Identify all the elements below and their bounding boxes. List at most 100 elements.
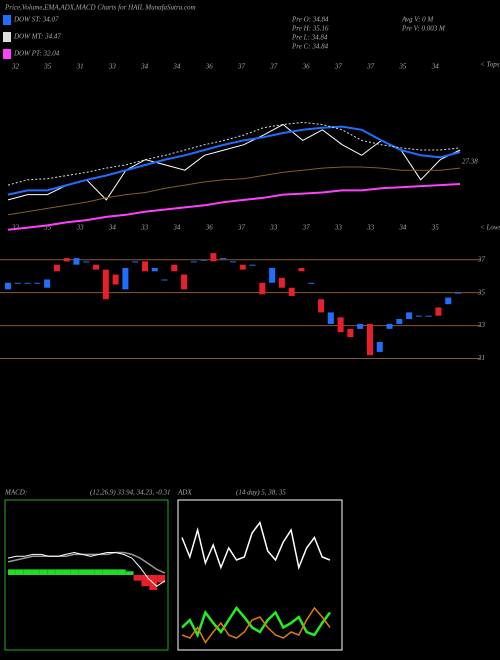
candle [347, 328, 354, 338]
candle [455, 292, 461, 294]
histogram-bar [141, 575, 150, 587]
histogram-bar [117, 569, 126, 575]
low-label: 35 [431, 224, 440, 232]
candle [5, 282, 11, 290]
top-label: 37 [237, 63, 246, 71]
macd-line [7, 551, 166, 587]
candle [445, 297, 452, 305]
info-text: Avg V: 0 M [401, 16, 434, 24]
candle [318, 299, 325, 313]
candle [63, 258, 70, 262]
candle [181, 274, 188, 290]
y-tick-label: 37 [477, 255, 486, 263]
histogram-bar [133, 575, 142, 581]
low-label: 34 [172, 224, 181, 232]
histogram-bar [78, 569, 87, 575]
histogram-bar [62, 569, 71, 575]
info-text: Pre C: 34.84 [291, 43, 329, 51]
line-series [7, 183, 461, 231]
top-label: 34 [140, 63, 149, 71]
candle [327, 312, 334, 324]
candle [288, 287, 295, 296]
top-label: 35 [43, 63, 52, 71]
histogram-bar [110, 569, 118, 575]
histogram-bar [86, 569, 95, 575]
low-label: 33 [269, 224, 278, 232]
tops-label: < Tops [480, 61, 500, 69]
macd-params: (12,26,9) 33.94, 34.23, -0.31 [90, 489, 171, 497]
macd-title: MACD: [4, 489, 27, 497]
annotation: 27.38 [462, 158, 478, 166]
top-label: 32 [11, 63, 20, 71]
macd-frame [4, 499, 169, 651]
candle [93, 264, 100, 270]
candle [73, 258, 80, 265]
adx-params: (14 day) 5, 38, 35 [236, 489, 286, 497]
histogram-bar [15, 569, 24, 575]
legend-swatch [3, 15, 11, 25]
line-series [7, 125, 461, 196]
candle [396, 318, 403, 324]
histogram-bar [102, 569, 111, 575]
line-series [7, 121, 461, 186]
low-label: 33 [366, 224, 375, 232]
histogram-bar [23, 569, 32, 575]
candle [415, 315, 422, 317]
line-series [7, 166, 461, 216]
adx-line [181, 605, 332, 639]
low-label: 34 [398, 224, 407, 232]
candle [132, 261, 139, 263]
candle [425, 315, 432, 317]
histogram-bar [31, 569, 40, 575]
y-tick-label: 31 [477, 354, 485, 362]
candle [190, 261, 197, 263]
candle [230, 261, 236, 263]
adx-line [181, 606, 331, 644]
candle [161, 279, 168, 281]
candle [239, 264, 246, 270]
candle [278, 277, 285, 288]
candle [376, 342, 383, 352]
info-text: Pre L: 34.84 [291, 34, 328, 42]
candle [141, 261, 148, 272]
candle [102, 269, 109, 300]
candle [200, 259, 207, 261]
adx-line [181, 520, 331, 571]
y-tick-label: 33 [477, 321, 486, 329]
histogram-bar [70, 569, 79, 575]
candle [435, 307, 442, 316]
low-label: 37 [302, 224, 311, 232]
candle [366, 323, 373, 356]
candle [357, 323, 364, 329]
candle [386, 323, 393, 329]
candle [249, 264, 256, 266]
top-label: 35 [398, 63, 407, 71]
top-label: 34 [431, 63, 440, 71]
low-label: 32 [11, 224, 20, 232]
candle [269, 267, 276, 283]
info-text: Pre H: 35.16 [291, 25, 329, 33]
candle [259, 282, 266, 295]
low-label: 35 [43, 224, 52, 232]
top-label: 33 [108, 63, 117, 71]
candle [34, 282, 41, 284]
candle [44, 279, 51, 288]
candle [298, 267, 305, 272]
top-label: 31 [76, 63, 84, 71]
top-label: 37 [334, 63, 343, 71]
histogram-bar [157, 575, 165, 583]
info-text: Pre O: 34.84 [291, 16, 329, 24]
lows-label: < Lows [480, 224, 500, 232]
candle [220, 258, 227, 260]
candle [210, 253, 217, 262]
low-label: 37 [237, 224, 246, 232]
top-label: 36 [302, 63, 311, 71]
histogram-bar [8, 569, 16, 575]
legend-swatch [3, 32, 11, 42]
candle [24, 282, 31, 284]
low-label: 36 [205, 224, 214, 232]
y-tick-label: 35 [477, 288, 486, 296]
low-label: 34 [108, 224, 117, 232]
low-label: 33 [140, 224, 149, 232]
